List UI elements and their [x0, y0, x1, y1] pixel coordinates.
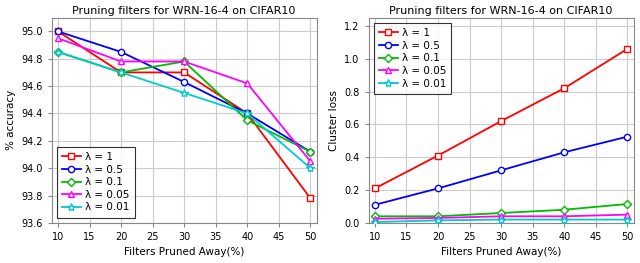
λ = 0.01	[54, 50, 62, 53]
λ = 0.05	[307, 160, 314, 163]
λ = 0.1	[623, 203, 631, 206]
λ = 0.01	[243, 112, 251, 115]
Line: λ = 0.5: λ = 0.5	[55, 28, 314, 155]
λ = 0.5	[497, 169, 505, 172]
Line: λ = 0.01: λ = 0.01	[54, 48, 314, 172]
λ = 0.5	[307, 150, 314, 153]
Title: Pruning filters for WRN-16-4 on CIFAR10: Pruning filters for WRN-16-4 on CIFAR10	[389, 6, 612, 16]
λ = 1	[561, 87, 568, 90]
λ = 1	[497, 120, 505, 123]
λ = 0.05	[561, 215, 568, 218]
λ = 0.01	[371, 220, 379, 224]
λ = 0.5	[434, 187, 442, 190]
λ = 0.05	[371, 217, 379, 220]
Legend: λ = 1, λ = 0.5, λ = 0.1, λ = 0.05, λ = 0.01: λ = 1, λ = 0.5, λ = 0.1, λ = 0.05, λ = 0…	[374, 23, 451, 94]
Legend: λ = 1, λ = 0.5, λ = 0.1, λ = 0.05, λ = 0.01: λ = 1, λ = 0.5, λ = 0.1, λ = 0.05, λ = 0…	[57, 147, 134, 218]
λ = 0.5	[180, 80, 188, 84]
λ = 0.5	[54, 30, 62, 33]
Line: λ = 0.05: λ = 0.05	[372, 211, 630, 222]
λ = 0.1	[117, 71, 125, 74]
Line: λ = 0.1: λ = 0.1	[372, 201, 630, 219]
Line: λ = 1: λ = 1	[372, 46, 630, 191]
X-axis label: Filters Pruned Away(%): Filters Pruned Away(%)	[441, 247, 561, 257]
λ = 1	[180, 71, 188, 74]
λ = 0.01	[434, 219, 442, 222]
Line: λ = 0.05: λ = 0.05	[55, 35, 314, 164]
λ = 0.1	[497, 211, 505, 215]
λ = 0.1	[307, 150, 314, 153]
λ = 0.5	[117, 50, 125, 53]
X-axis label: Filters Pruned Away(%): Filters Pruned Away(%)	[124, 247, 244, 257]
Y-axis label: % accuracy: % accuracy	[6, 90, 15, 150]
λ = 1	[434, 154, 442, 157]
λ = 0.01	[307, 166, 314, 170]
λ = 0.1	[561, 208, 568, 211]
λ = 0.01	[623, 218, 631, 221]
λ = 1	[371, 187, 379, 190]
λ = 0.5	[243, 112, 251, 115]
λ = 0.01	[561, 218, 568, 221]
Line: λ = 1: λ = 1	[55, 28, 314, 201]
λ = 0.1	[243, 119, 251, 122]
Y-axis label: Cluster loss: Cluster loss	[328, 90, 339, 151]
λ = 1	[243, 112, 251, 115]
λ = 0.05	[497, 215, 505, 218]
Line: λ = 0.01: λ = 0.01	[371, 215, 632, 226]
λ = 0.01	[497, 218, 505, 221]
λ = 1	[54, 30, 62, 33]
λ = 0.1	[371, 215, 379, 218]
λ = 0.01	[180, 91, 188, 94]
λ = 0.05	[180, 60, 188, 63]
Line: λ = 0.5: λ = 0.5	[372, 134, 630, 208]
λ = 0.5	[561, 151, 568, 154]
λ = 0.1	[54, 50, 62, 53]
λ = 0.5	[623, 135, 631, 138]
λ = 0.05	[434, 216, 442, 220]
λ = 0.05	[623, 213, 631, 216]
λ = 0.5	[371, 203, 379, 206]
λ = 1	[117, 71, 125, 74]
λ = 1	[623, 47, 631, 50]
λ = 0.1	[434, 215, 442, 218]
Line: λ = 0.1: λ = 0.1	[55, 49, 314, 155]
λ = 0.05	[243, 82, 251, 85]
λ = 0.1	[180, 60, 188, 63]
λ = 0.05	[117, 60, 125, 63]
λ = 1	[307, 197, 314, 200]
λ = 0.05	[54, 37, 62, 40]
Title: Pruning filters for WRN-16-4 on CIFAR10: Pruning filters for WRN-16-4 on CIFAR10	[72, 6, 296, 16]
λ = 0.01	[117, 71, 125, 74]
